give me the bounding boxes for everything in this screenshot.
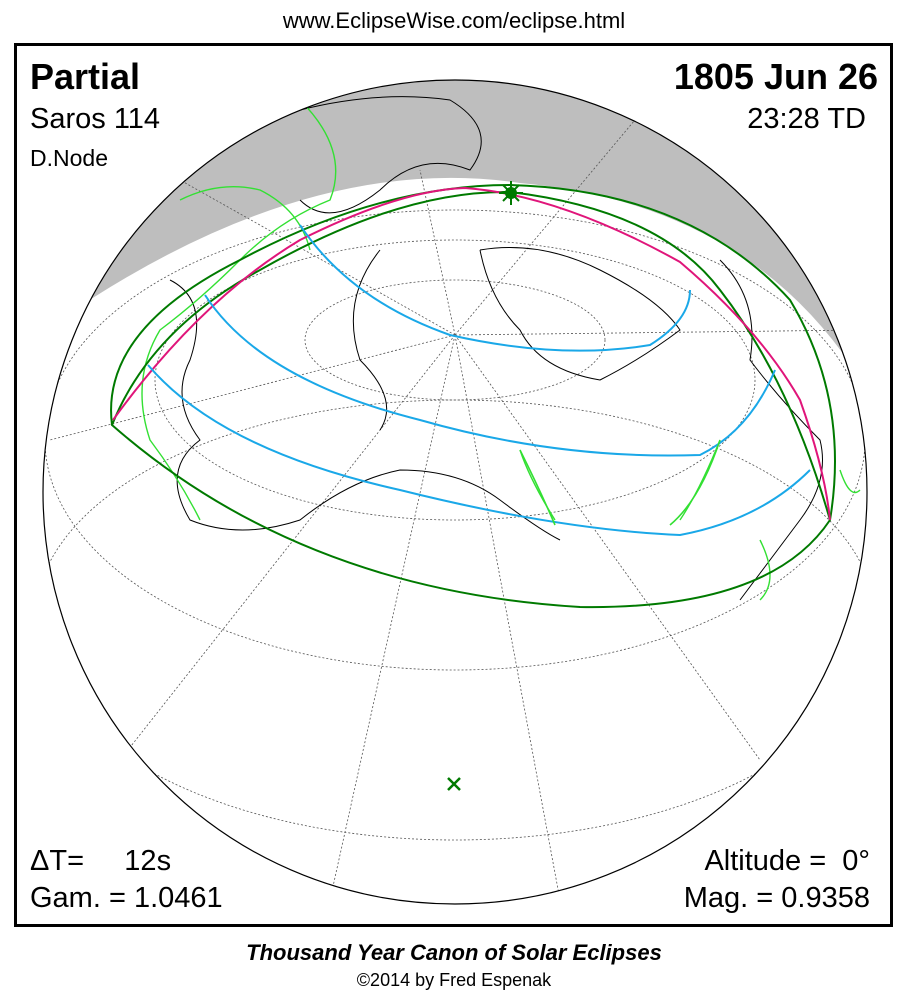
path-limit-curves	[519, 439, 721, 526]
eclipse-type: Partial	[30, 56, 141, 97]
x-icon	[447, 777, 461, 791]
saros-number: Saros 114	[30, 103, 161, 135]
node: D.Node	[30, 145, 108, 171]
coastlines	[169, 96, 823, 601]
rise-set-curve	[112, 186, 831, 521]
eclipse-date: 1805 Jun 26	[673, 56, 878, 97]
penumbra-outer-limit	[110, 183, 836, 609]
globe-outline	[42, 79, 868, 905]
star-icon	[499, 181, 523, 205]
gamma: Gam. = 1.0461	[30, 882, 223, 914]
delta-t: ΔT= 12s	[30, 845, 172, 877]
magnitude-curves	[147, 224, 811, 537]
source-url: www.EclipseWise.com/eclipse.html	[282, 8, 626, 33]
footer-title: Thousand Year Canon of Solar Eclipses	[246, 940, 662, 965]
footer-copyright: ©2014 by Fred Espenak	[356, 970, 552, 990]
eclipse-map-frame	[14, 43, 893, 927]
graticule	[43, 89, 867, 901]
altitude: Altitude = 0°	[704, 845, 870, 877]
magnitude: Mag. = 0.9358	[683, 882, 870, 914]
night-region	[43, 80, 867, 395]
eclipse-time: 23:28 TD	[747, 103, 866, 135]
globe	[43, 80, 867, 904]
